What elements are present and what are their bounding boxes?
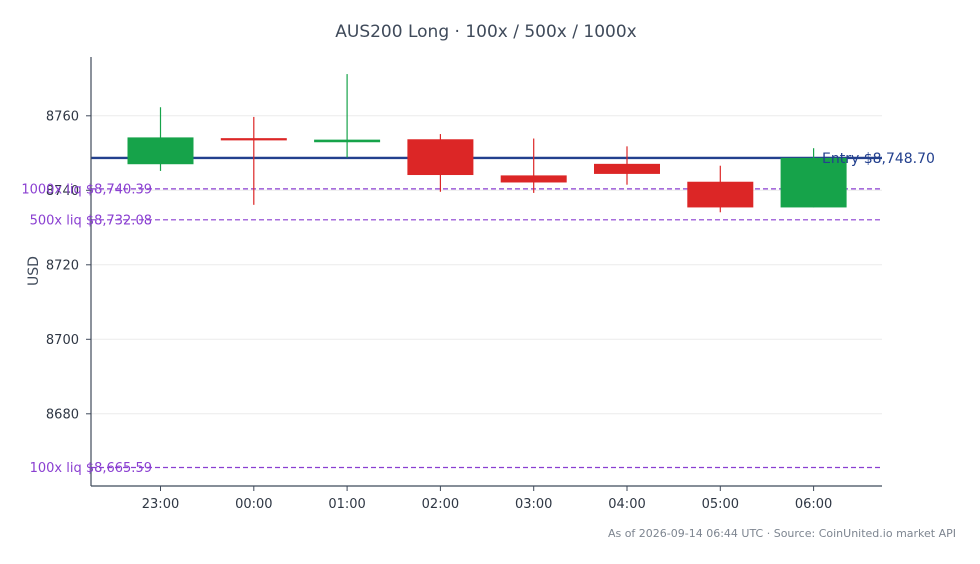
candle [220, 116, 287, 205]
candle-body [500, 175, 567, 183]
candle-body [594, 163, 660, 174]
candle [500, 138, 567, 193]
x-ticks: 23:00 00:00 01:00 02:00 03:00 04:00 05:00 06:00 [142, 486, 832, 512]
y-tick-label: 8700 [46, 333, 79, 348]
candle [594, 146, 660, 185]
candle [687, 165, 754, 213]
x-tick-label: 00:00 [235, 497, 272, 512]
x-tick-label: 01:00 [328, 497, 365, 512]
reference-labels: 1000x liq $8,740.39 500x liq $8,732.08 100… [21, 151, 935, 476]
candle [407, 134, 474, 192]
x-tick-label: 06:00 [795, 497, 832, 512]
x-tick-label: 05:00 [702, 497, 739, 512]
x-tick-label: 04:00 [608, 497, 645, 512]
candle [314, 74, 381, 158]
y-axis-label: USD [26, 256, 42, 286]
liquidation-label: 1000x liq $8,740.39 [21, 182, 152, 197]
candle-body [407, 139, 474, 176]
source-footer: As of 2026-09-14 06:44 UTC · Source: Coi… [608, 527, 956, 540]
candle-body [127, 137, 194, 165]
chart-title: AUS200 Long · 100x / 500x / 1000x [335, 22, 636, 42]
y-tick-label: 8760 [46, 109, 79, 124]
grid-lines [91, 115, 882, 415]
y-tick-label: 8720 [46, 258, 79, 273]
candle-body [687, 181, 754, 208]
y-tick-label: 8740 [46, 184, 79, 199]
y-tick-label: 8680 [46, 407, 79, 422]
x-tick-label: 23:00 [142, 497, 179, 512]
axes [90, 57, 882, 487]
reference-lines [91, 156, 882, 469]
candle [780, 148, 847, 208]
liquidation-label: 500x liq $8,732.08 [30, 213, 152, 228]
entry-label: Entry $8,748.70 [822, 151, 935, 167]
candles [127, 74, 847, 213]
candle [127, 107, 194, 171]
x-tick-label: 03:00 [515, 497, 552, 512]
candle-body [314, 139, 381, 143]
candle-body [780, 157, 847, 208]
x-tick-label: 02:00 [422, 497, 459, 512]
liquidation-label: 100x liq $8,665.59 [30, 461, 152, 476]
y-ticks: 8680 8700 8720 8740 8760 [46, 109, 91, 422]
candle-body [220, 138, 287, 141]
